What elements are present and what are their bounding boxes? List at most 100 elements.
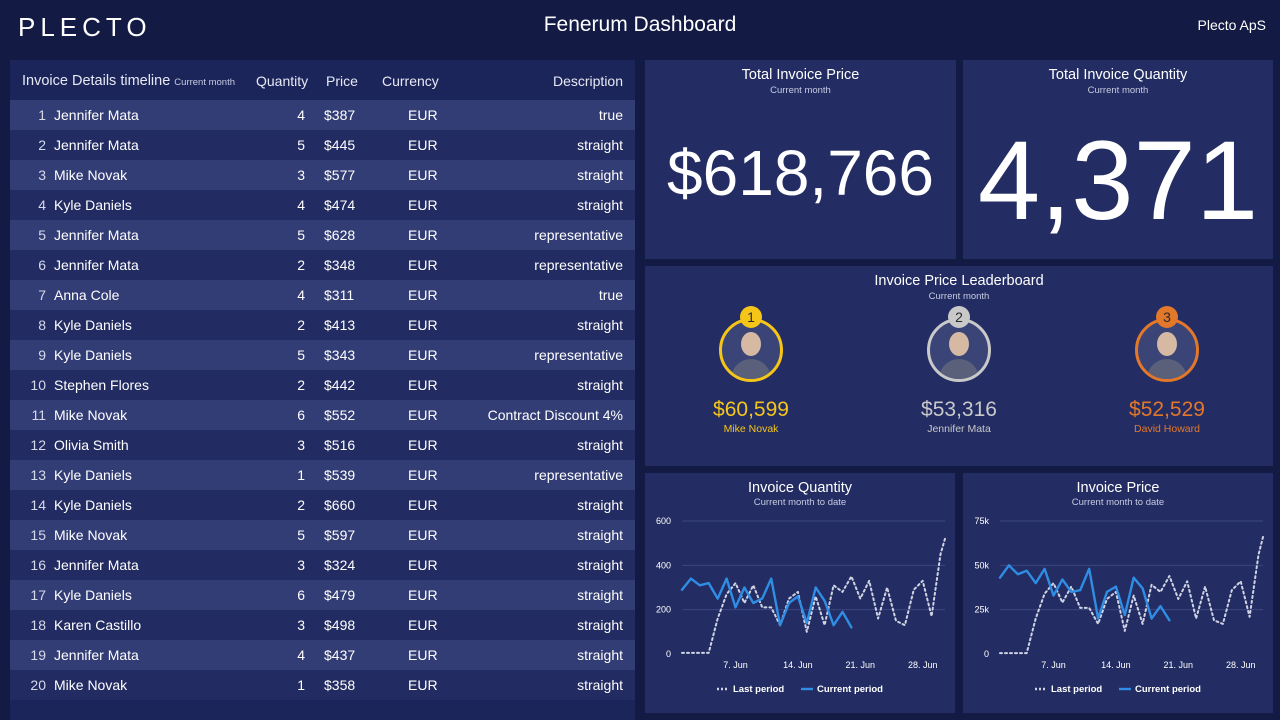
table-row[interactable]: 2 Jennifer Mata 5 $445 EUR straight (10, 130, 635, 160)
row-number: 1 (38, 107, 46, 123)
row-price: $442 (324, 377, 356, 393)
table-row[interactable]: 18 Karen Castillo 3 $498 EUR straight (10, 610, 635, 640)
x-tick-label: 28. Jun (1226, 660, 1256, 670)
row-currency: EUR (408, 497, 438, 513)
row-name: Olivia Smith (54, 437, 129, 453)
row-name: Jennifer Mata (54, 257, 139, 273)
row-price: $437 (324, 647, 356, 663)
y-tick-label: 0 (984, 649, 989, 659)
column-header-quantity[interactable]: Quantity (256, 73, 309, 89)
row-price: $660 (324, 497, 356, 513)
row-price: $343 (324, 347, 356, 363)
x-tick-label: 14. Jun (783, 660, 813, 670)
row-name: Kyle Daniels (54, 197, 132, 213)
row-name: Mike Novak (54, 527, 128, 543)
row-quantity: 5 (297, 137, 305, 153)
row-number: 5 (38, 227, 46, 243)
kpi-total-invoice-price: Total Invoice Price Current month $618,7… (645, 60, 956, 259)
row-description: straight (577, 617, 623, 633)
invoice-price-leaderboard: Invoice Price Leaderboard Current month … (645, 266, 1273, 466)
row-price: $387 (324, 107, 356, 123)
row-currency: EUR (408, 377, 438, 393)
row-number: 11 (31, 407, 46, 423)
table-row[interactable]: 7 Anna Cole 4 $311 EUR true (10, 280, 635, 310)
x-tick-label: 21. Jun (1164, 660, 1194, 670)
rank-badge: 3 (1156, 306, 1178, 328)
table-row[interactable]: 3 Mike Novak 3 $577 EUR straight (10, 160, 635, 190)
y-tick-label: 0 (666, 649, 671, 659)
row-description: true (598, 287, 623, 303)
table-row[interactable]: 6 Jennifer Mata 2 $348 EUR representative (10, 250, 635, 280)
chart-title: Invoice Price (1076, 480, 1160, 496)
row-number: 7 (38, 287, 46, 303)
top-bar: PLECTO Fenerum Dashboard Plecto ApS (0, 0, 1280, 56)
row-price: $348 (324, 257, 356, 273)
table-row[interactable]: 13 Kyle Daniels 1 $539 EUR representative (10, 460, 635, 490)
invoice-quantity-chart: 0 200 400 600 7. Jun 14. Jun 21. Jun 28. Jun Las… (656, 516, 946, 695)
table-row[interactable]: 10 Stephen Flores 2 $442 EUR straight (10, 370, 635, 400)
row-price: $597 (324, 527, 356, 543)
row-number: 3 (38, 167, 46, 183)
table-row[interactable]: 5 Jennifer Mata 5 $628 EUR representative (10, 220, 635, 250)
row-number: 6 (38, 257, 46, 273)
row-quantity: 1 (297, 677, 305, 693)
row-name: Kyle Daniels (54, 347, 132, 363)
row-currency: EUR (408, 137, 438, 153)
row-currency: EUR (408, 287, 438, 303)
table-row[interactable]: 17 Kyle Daniels 6 $479 EUR straight (10, 580, 635, 610)
logo-text: PLECTO (18, 12, 152, 42)
kpi-title: Total Invoice Price (741, 67, 860, 83)
row-price: $445 (324, 137, 356, 153)
row-description: straight (577, 437, 623, 453)
row-price: $539 (324, 467, 356, 483)
kpi-value: $618,766 (667, 137, 934, 209)
row-currency: EUR (408, 227, 438, 243)
row-description: true (598, 107, 623, 123)
row-currency: EUR (408, 347, 438, 363)
row-description: Contract Discount 4% (487, 407, 623, 423)
y-tick-label: 600 (656, 516, 671, 526)
table-row[interactable]: 12 Olivia Smith 3 $516 EUR straight (10, 430, 635, 460)
row-name: Kyle Daniels (54, 497, 132, 513)
table-row[interactable]: 19 Jennifer Mata 4 $437 EUR straight (10, 640, 635, 670)
row-description: straight (577, 557, 623, 573)
row-name: Anna Cole (54, 287, 120, 303)
row-number: 4 (38, 197, 46, 213)
table-row[interactable]: 11 Mike Novak 6 $552 EUR Contract Discount 4% (10, 400, 635, 430)
column-header-price[interactable]: Price (326, 73, 358, 89)
row-number: 2 (38, 137, 46, 153)
column-header-description[interactable]: Description (552, 73, 623, 89)
row-description: straight (577, 677, 623, 693)
row-description: straight (577, 497, 623, 513)
leader-value: $53,316 (921, 398, 997, 421)
row-name: Jennifer Mata (54, 227, 139, 243)
legend-entry: Current period (817, 684, 883, 695)
column-header-currency[interactable]: Currency (382, 73, 439, 89)
series-line-last-period (999, 536, 1264, 655)
row-currency: EUR (408, 677, 438, 693)
table-row[interactable]: 15 Mike Novak 5 $597 EUR straight (10, 520, 635, 550)
row-price: $311 (324, 287, 355, 303)
row-currency: EUR (408, 437, 438, 453)
plecto-logo: PLECTO (18, 12, 152, 43)
table-row[interactable]: 14 Kyle Daniels 2 $660 EUR straight (10, 490, 635, 520)
row-name: Jennifer Mata (54, 107, 139, 123)
row-price: $474 (324, 197, 356, 213)
leaderboard-period: Current month (928, 291, 990, 302)
row-currency: EUR (408, 317, 438, 333)
row-quantity: 2 (297, 317, 305, 333)
table-title: Invoice Details timeline Current month (22, 73, 235, 89)
row-name: Stephen Flores (54, 377, 149, 393)
table-row[interactable]: 8 Kyle Daniels 2 $413 EUR straight (10, 310, 635, 340)
table-row[interactable]: 1 Jennifer Mata 4 $387 EUR true (10, 100, 635, 130)
row-quantity: 6 (297, 407, 305, 423)
row-currency: EUR (408, 527, 438, 543)
chart-subtitle: Current month to date (753, 497, 847, 508)
row-description: straight (577, 197, 623, 213)
row-name: Kyle Daniels (54, 467, 132, 483)
table-row[interactable]: 16 Jennifer Mata 3 $324 EUR straight (10, 550, 635, 580)
row-quantity: 3 (297, 617, 305, 633)
table-row[interactable]: 9 Kyle Daniels 5 $343 EUR representative (10, 340, 635, 370)
table-row[interactable]: 20 Mike Novak 1 $358 EUR straight (10, 670, 635, 700)
table-row[interactable]: 4 Kyle Daniels 4 $474 EUR straight (10, 190, 635, 220)
